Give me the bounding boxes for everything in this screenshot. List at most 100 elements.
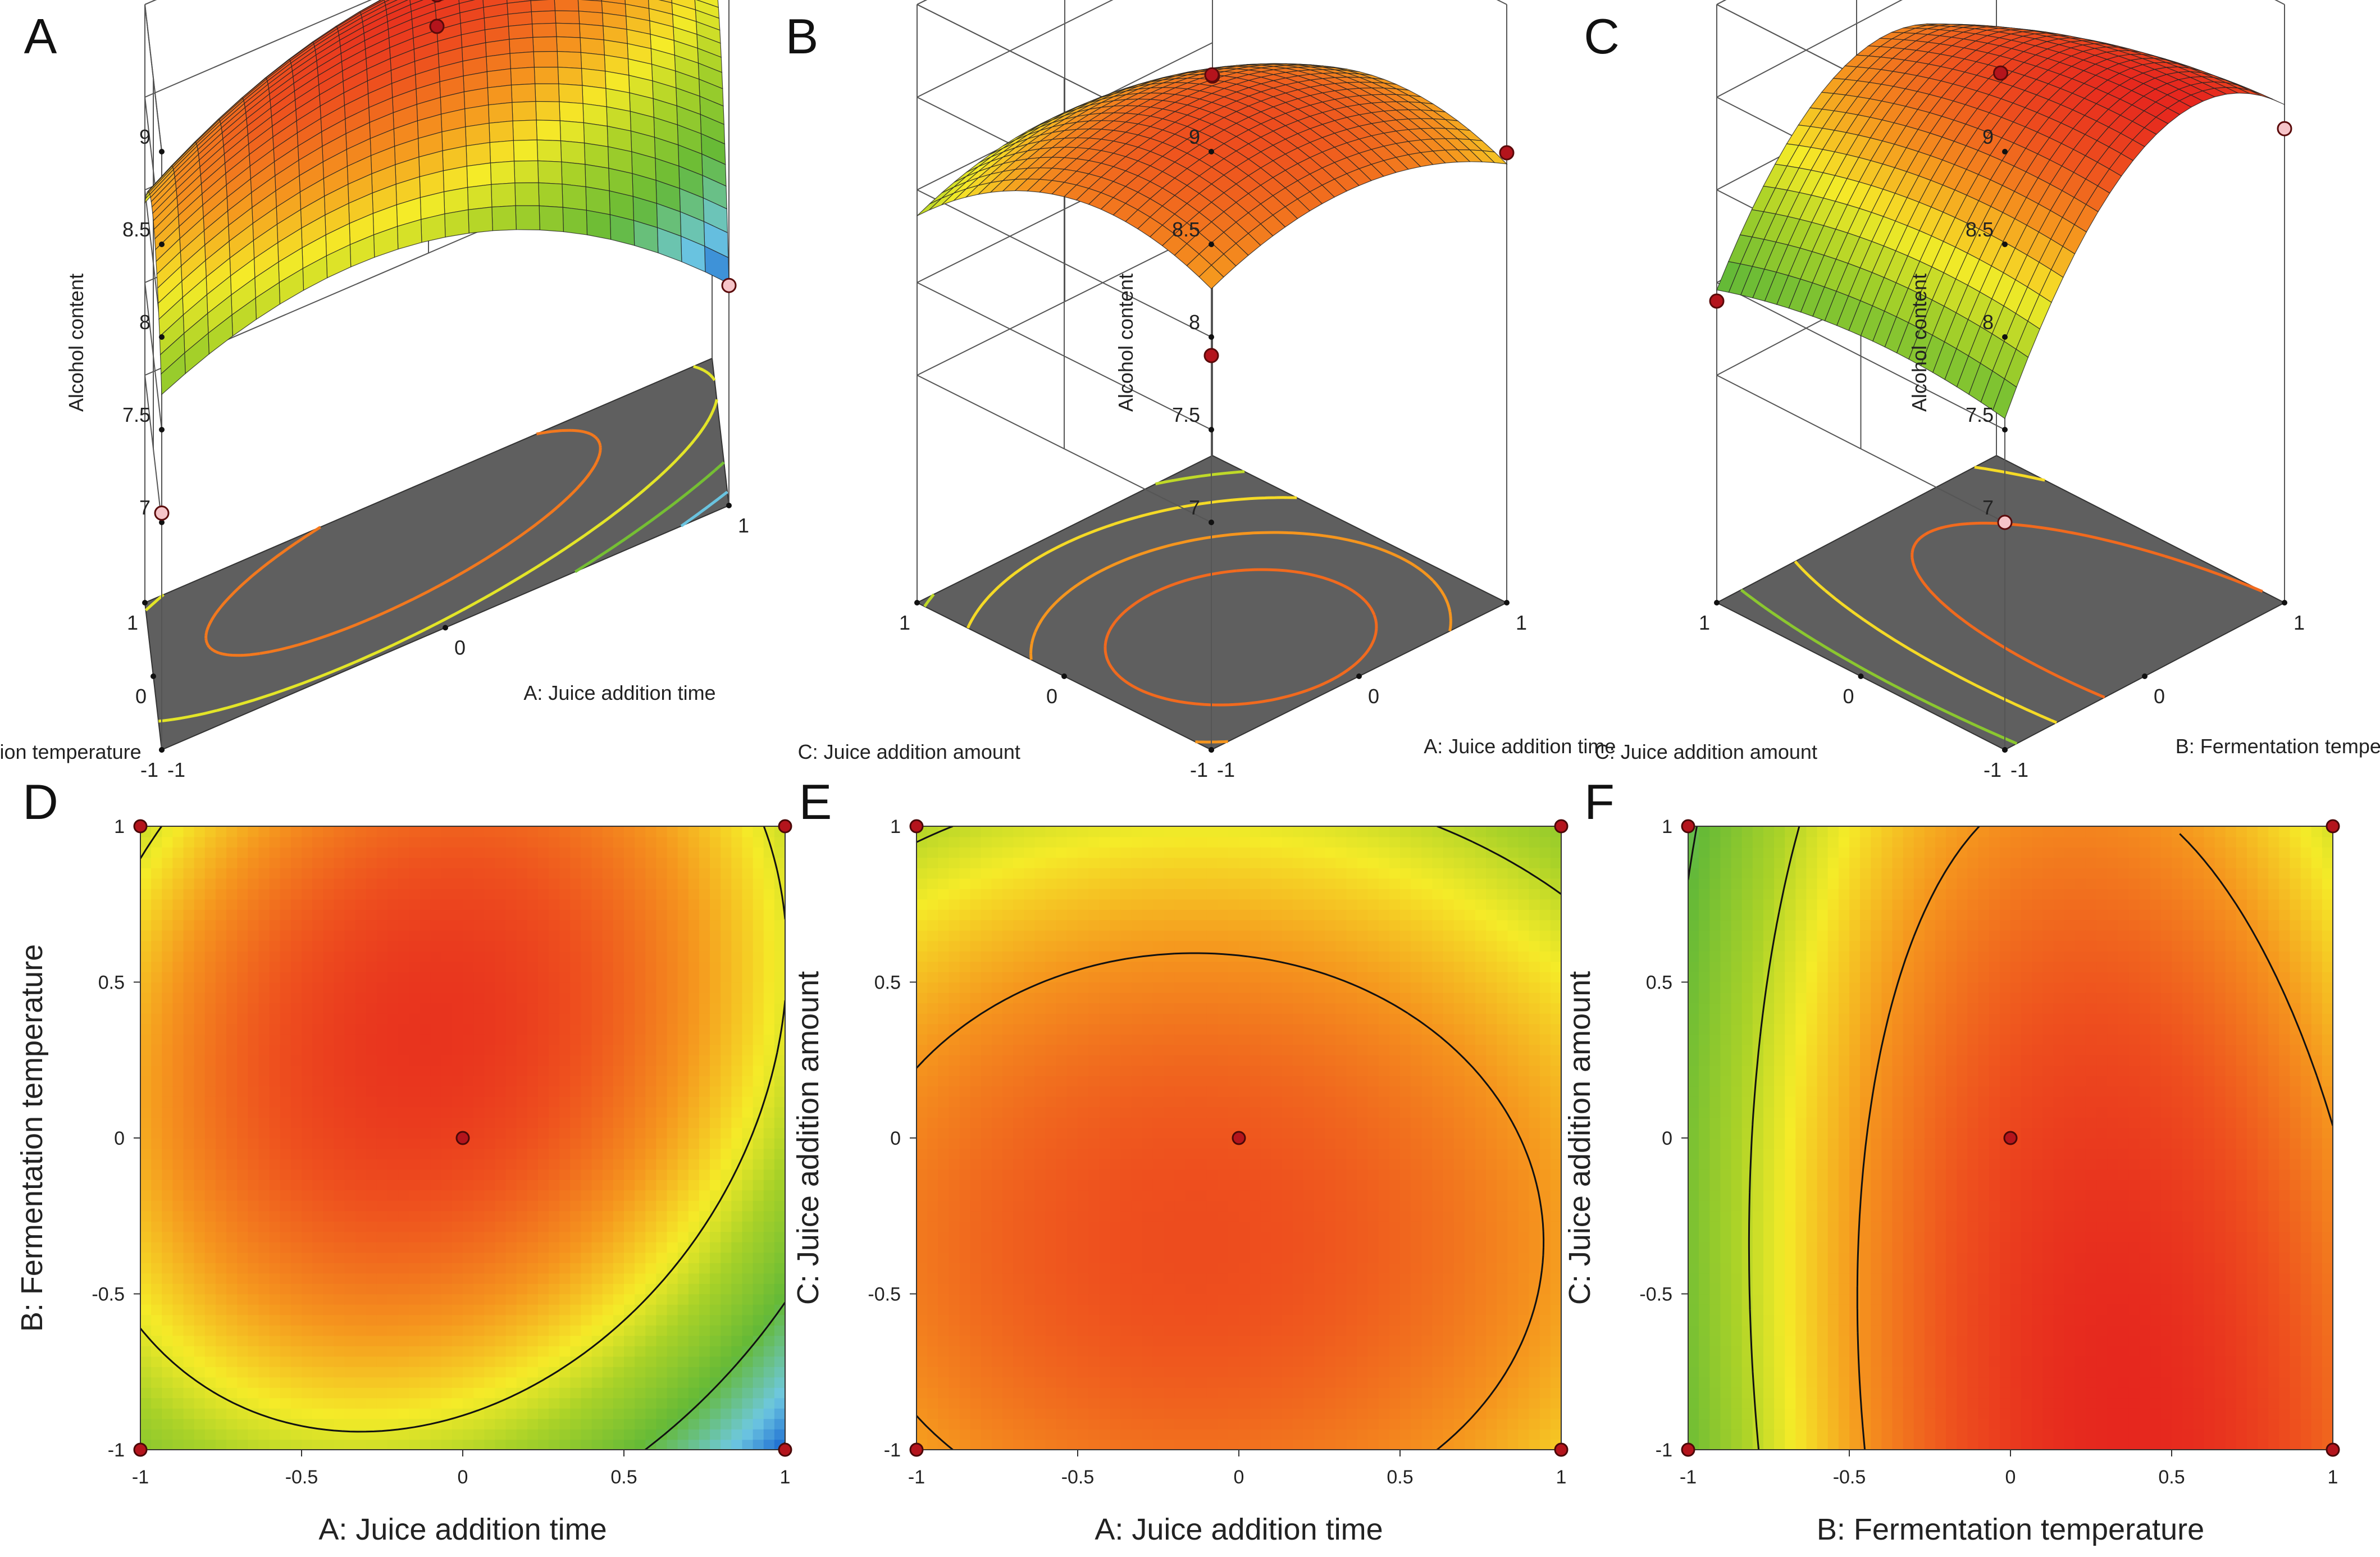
heat-cell	[226, 961, 238, 972]
heat-cell	[473, 982, 485, 993]
heat-cell	[387, 1346, 399, 1357]
heat-cell	[463, 899, 474, 910]
y-tick	[1061, 673, 1067, 679]
heat-cell	[258, 1273, 270, 1284]
heat-cell	[355, 1356, 367, 1367]
heat-cell	[591, 1335, 603, 1346]
heat-cell	[226, 1023, 238, 1035]
heat-cell	[667, 1429, 678, 1440]
heat-cell	[258, 1169, 270, 1180]
heat-cell	[613, 951, 624, 962]
heat-cell	[151, 889, 163, 900]
heat-cell	[667, 1210, 678, 1222]
heat-cell	[258, 1138, 270, 1149]
heat-cell	[204, 1242, 216, 1253]
heat-cell	[570, 878, 582, 889]
heat-cell	[441, 1034, 453, 1045]
heat-cell	[484, 847, 496, 858]
heat-cell	[140, 889, 152, 900]
heat-cell	[624, 1055, 635, 1066]
heat-cell	[645, 836, 657, 848]
heat-cell	[537, 1023, 549, 1035]
heat-cell	[430, 961, 442, 972]
heat-cell	[258, 1242, 270, 1253]
heat-cell	[473, 1034, 485, 1045]
heat-cell	[656, 1190, 668, 1201]
heat-cell	[162, 1086, 174, 1097]
heat-cell	[151, 1252, 163, 1263]
heat-cell	[215, 899, 227, 910]
heat-cell	[237, 982, 249, 993]
heat-cell	[344, 993, 356, 1004]
heat-cell	[355, 1127, 367, 1139]
heat-cell	[258, 1200, 270, 1212]
heat-cell	[430, 1200, 442, 1212]
heat-cell	[463, 1034, 474, 1045]
heat-cell	[398, 1439, 410, 1450]
heat-cell	[527, 1408, 539, 1419]
heat-cell	[183, 1096, 195, 1108]
heat-cell	[366, 1076, 377, 1087]
heat-cell	[463, 1086, 474, 1097]
heat-cell	[323, 847, 335, 858]
heat-cell	[290, 1055, 302, 1066]
heat-cell	[355, 1034, 367, 1045]
heat-cell	[344, 1159, 356, 1170]
heat-cell	[376, 919, 388, 931]
heat-cell	[237, 1003, 249, 1014]
heat-cell	[290, 1076, 302, 1087]
heat-cell	[258, 1418, 270, 1429]
heat-cell	[323, 1096, 335, 1108]
heat-cell	[441, 1325, 453, 1336]
heat-cell	[537, 1325, 549, 1336]
heat-cell	[559, 1263, 571, 1274]
heat-cell	[366, 1003, 377, 1014]
heat-cell	[537, 1044, 549, 1055]
heat-cell	[334, 1418, 345, 1429]
heat-cell	[215, 951, 227, 962]
heat-cell	[688, 1127, 700, 1139]
heat-cell	[334, 1304, 345, 1315]
heat-cell	[323, 951, 335, 962]
heat-cell	[323, 1356, 335, 1367]
heat-cell	[602, 1055, 614, 1066]
heat-cell	[559, 1127, 571, 1139]
heat-cell	[151, 1367, 163, 1378]
surface-cell	[557, 66, 583, 86]
heat-cell	[226, 1013, 238, 1025]
heat-cell	[376, 836, 388, 848]
heat-cell	[484, 1159, 496, 1170]
heat-cell	[409, 899, 421, 910]
heat-cell	[452, 1055, 463, 1066]
floor-contour	[923, 470, 1245, 608]
heat-cell	[269, 993, 281, 1004]
heat-cell	[387, 1107, 399, 1118]
heat-cell	[602, 826, 614, 837]
heat-cell	[549, 1242, 560, 1253]
heat-cell	[290, 1127, 302, 1139]
heat-cell	[162, 1221, 174, 1232]
heat-cell	[387, 1023, 399, 1035]
design-point	[2277, 121, 2292, 136]
y-tick-label: -1	[1190, 758, 1208, 781]
heat-cell	[430, 1367, 442, 1378]
heat-cell	[409, 1055, 421, 1066]
heat-cell	[549, 826, 560, 837]
heat-cell	[194, 1086, 206, 1097]
heat-cell	[269, 940, 281, 952]
heat-cell	[667, 1003, 678, 1014]
heat-cell	[215, 889, 227, 900]
heat-cell	[570, 826, 582, 837]
surface-cell	[536, 120, 562, 142]
heat-cell	[613, 1429, 624, 1440]
heat-cell	[484, 899, 496, 910]
heat-cell	[537, 1159, 549, 1170]
heat-cell	[495, 1325, 507, 1336]
heat-cell	[409, 889, 421, 900]
heat-cell	[527, 1252, 539, 1263]
heat-cell	[505, 961, 517, 972]
heat-cell	[613, 1242, 624, 1253]
heat-cell	[667, 1138, 678, 1149]
heat-cell	[344, 1397, 356, 1409]
